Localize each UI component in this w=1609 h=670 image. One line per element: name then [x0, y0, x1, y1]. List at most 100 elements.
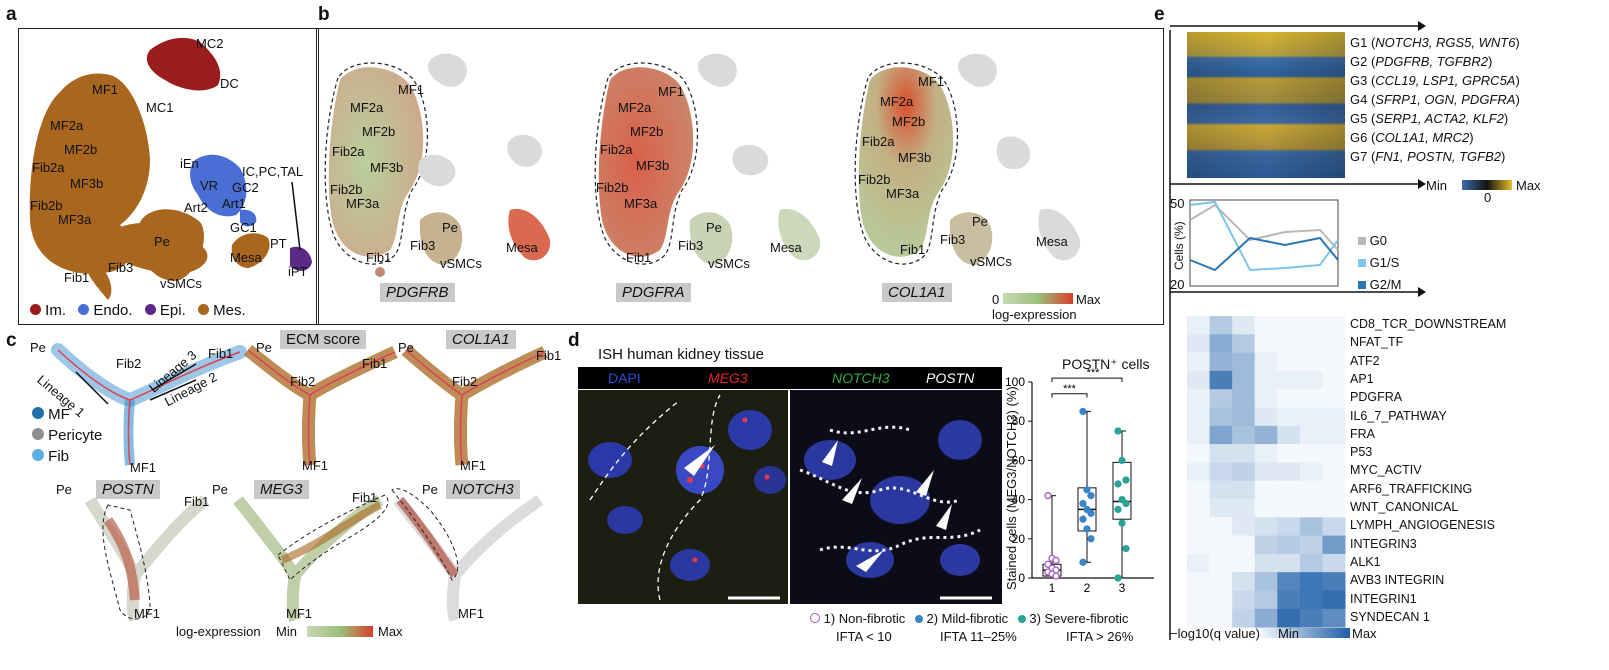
cluster-label: PT — [270, 236, 287, 251]
panel-title: POSTN — [96, 480, 160, 499]
heatmap-cell — [1254, 316, 1278, 335]
x-tick-label: 2 — [1084, 581, 1091, 595]
umap-label: MF3b — [898, 150, 932, 165]
cluster-label: IC,PC,TAL — [242, 164, 304, 179]
legend-sub: IFTA < 10 — [836, 629, 892, 644]
channel-label: POSTN — [926, 370, 975, 386]
umap-label: Fib1 — [626, 250, 652, 265]
legend-label: 1) Non-fibrotic — [823, 611, 906, 626]
heatmap-cell — [1254, 535, 1278, 555]
heatmap-cell — [1322, 352, 1346, 372]
heatmap-cell — [1254, 389, 1278, 408]
umap-label: vSMCs — [970, 254, 1012, 269]
pathway-label: INTEGRIN3 — [1350, 536, 1417, 551]
heatmap-cell — [1322, 535, 1346, 555]
umap-label: MF2b — [362, 124, 396, 139]
heatmap-cell — [1277, 517, 1301, 537]
legend-label: 3) Severe-fibrotic — [1029, 611, 1129, 626]
heatmap-cell — [1322, 444, 1346, 463]
heatmap-cell — [1322, 553, 1346, 573]
umap-label: MF3a — [346, 196, 380, 211]
heatmap-cell — [1187, 334, 1211, 354]
heatmap-cell — [1209, 334, 1233, 354]
heatmap-cell — [1209, 444, 1233, 463]
cluster-label: MC1 — [146, 100, 174, 115]
heatmap-cell — [1187, 572, 1211, 591]
cluster-label: GC1 — [230, 220, 257, 235]
cluster-label: VR — [200, 178, 219, 193]
umap-label: Pe — [972, 214, 988, 229]
sig-bracket — [1051, 377, 1123, 382]
panel-label-b: b — [318, 4, 330, 25]
cluster-label: MF2a — [50, 118, 84, 133]
umap-label: MF2b — [892, 114, 926, 129]
heatmap-cell — [1299, 590, 1323, 610]
data-point — [1083, 525, 1091, 533]
heatmap-cell — [1232, 499, 1256, 518]
gene-title: COL1A1 — [882, 283, 952, 302]
pathway-label: P53 — [1350, 445, 1373, 460]
tip-label: Fib1 — [184, 494, 210, 509]
tip-label: Fib1 — [362, 356, 388, 371]
legend-label: Mes. — [213, 302, 246, 319]
umap-label: Fib2a — [600, 142, 633, 157]
pathway-label: CD8_TCR_DOWNSTREAM — [1350, 317, 1507, 331]
umap-label: MF3a — [886, 186, 920, 201]
panel-a-frame — [18, 28, 319, 325]
umap-label: Mesa — [506, 240, 538, 255]
heatmap-cell — [1299, 352, 1323, 372]
pathway-label: FRA — [1350, 426, 1375, 441]
umap-label: MF1 — [918, 74, 944, 89]
cluster-label: Fib3 — [108, 260, 134, 275]
heatmap-cell — [1209, 352, 1233, 372]
heatmap-cell — [1187, 553, 1211, 573]
tip-label: MF1 — [458, 606, 484, 621]
gene-group-label: G5 (SERP1, ACTA2, KLF2) — [1350, 111, 1509, 126]
cc-ymax: 50 — [1170, 196, 1185, 211]
heatmap-cell — [1322, 480, 1346, 500]
legend-label: Im. — [45, 302, 67, 319]
gene-group-label: G6 (COL1A1, MRC2) — [1350, 130, 1474, 145]
umap-label: Fib1 — [900, 242, 926, 257]
heatmap-cell — [1277, 499, 1301, 518]
heatmap-cell — [1232, 334, 1256, 354]
heatmap-cell — [1254, 370, 1278, 390]
heatmap-cell — [1232, 407, 1256, 427]
scale-label: log-expression — [176, 624, 261, 639]
legend-label: 2) Mild-fibrotic — [926, 611, 1009, 626]
legend-label: Endo. — [93, 302, 133, 319]
ish-channel-bar: DAPI MEG3 NOTCH3 POSTN — [578, 367, 1002, 389]
umap-label: vSMCs — [708, 256, 750, 271]
pathway-label: ATF2 — [1350, 353, 1380, 368]
legend-label: G0 — [1369, 233, 1387, 248]
gene-group-label: G7 (FN1, POSTN, TGFB2) — [1350, 149, 1506, 164]
heatmap-cell — [1187, 535, 1211, 555]
umap-label: Pe — [442, 220, 458, 235]
pathway-label: WNT_CANONICAL — [1350, 500, 1459, 514]
data-point — [1118, 456, 1126, 465]
legend-dot — [1017, 615, 1026, 623]
cluster-label: vSMCs — [160, 276, 202, 291]
heatmap-cell — [1299, 480, 1323, 500]
heatmap-cell — [1254, 462, 1278, 482]
heatmap-cell — [1209, 553, 1233, 573]
heatmap-cell — [1209, 499, 1233, 518]
heatmap-cell — [1322, 590, 1346, 610]
heatmap-cell — [1187, 425, 1211, 445]
heatmap-cell — [1232, 517, 1256, 537]
heatmap-cell — [1322, 608, 1346, 628]
sig-stars: *** — [1087, 367, 1101, 379]
heatmap-cell — [1299, 334, 1323, 354]
heatmap-cell — [1232, 535, 1256, 555]
umap-label: MF3b — [370, 160, 404, 175]
heatmap-cell — [1187, 352, 1211, 372]
legend-dot — [32, 428, 44, 440]
tip-label: Fib2 — [452, 374, 478, 389]
cluster-label: MC2 — [196, 36, 224, 51]
heatmap-cell — [1299, 572, 1323, 591]
legend-label: G1/S — [1369, 255, 1400, 270]
pathway-label: SYNDECAN 1 — [1350, 609, 1430, 624]
data-point — [1122, 544, 1130, 553]
heatmap-cell — [1187, 462, 1211, 482]
